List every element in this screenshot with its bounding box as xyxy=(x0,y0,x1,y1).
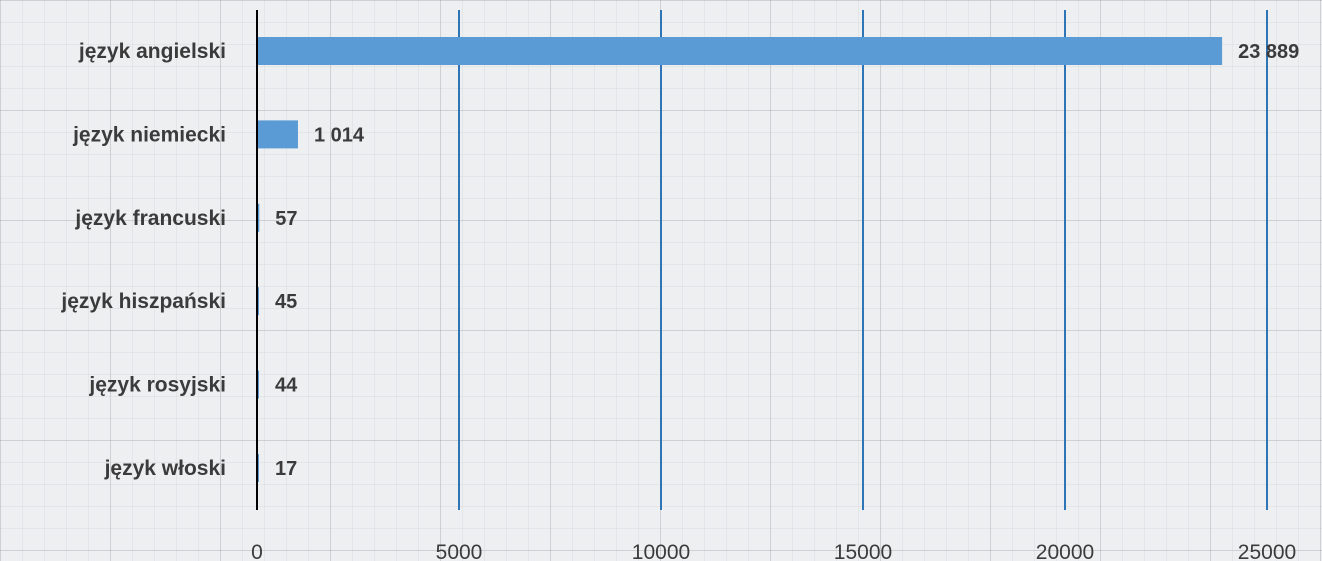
bar-0 xyxy=(257,37,1223,65)
category-label-3: język hiszpański xyxy=(60,290,226,313)
category-label-4: język rosyjski xyxy=(88,374,226,397)
bar-1 xyxy=(257,120,298,149)
bar-2 xyxy=(257,203,260,232)
bars xyxy=(257,37,1223,482)
category-label-5: język włoski xyxy=(104,457,226,480)
value-label-2: 57 xyxy=(275,208,297,230)
category-label-0: język angielski xyxy=(78,40,226,63)
value-label-4: 44 xyxy=(275,375,298,397)
x-tick-label-5000: 5000 xyxy=(436,541,483,561)
value-label-5: 17 xyxy=(275,458,297,480)
value-label-0: 23 889 xyxy=(1238,41,1299,63)
category-label-1: język niemiecki xyxy=(72,123,226,146)
value-labels: 23 889 1 014 57 45 44 17 xyxy=(275,41,1299,480)
x-tick-label-20000: 20000 xyxy=(1036,541,1094,561)
value-label-3: 45 xyxy=(275,291,297,313)
x-tick-label-0: 0 xyxy=(251,541,263,561)
category-label-2: język francuski xyxy=(74,207,226,230)
x-tick-labels: 0 5000 10000 15000 20000 25000 xyxy=(251,541,1296,561)
value-label-1: 1 014 xyxy=(314,124,365,146)
x-tick-label-15000: 15000 xyxy=(834,541,892,561)
category-labels: język angielski język niemiecki język fran… xyxy=(60,40,226,480)
x-tick-label-25000: 25000 xyxy=(1238,541,1296,561)
x-tick-label-10000: 10000 xyxy=(632,541,690,561)
gridlines xyxy=(458,10,1268,510)
